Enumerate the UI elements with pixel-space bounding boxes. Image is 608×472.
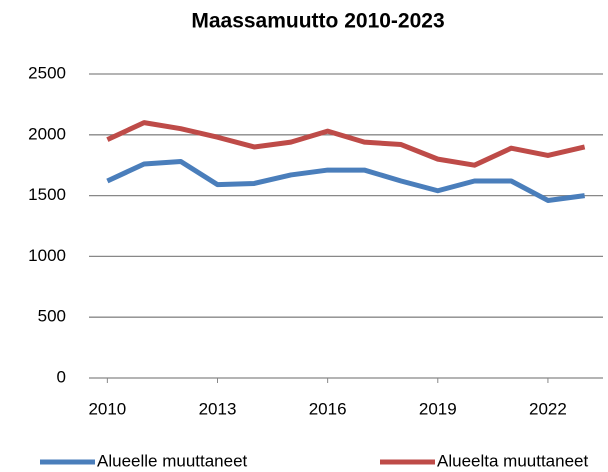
y-tick-label: 0: [57, 367, 66, 386]
series-line: [106, 120, 586, 168]
x-tick-label: 2010: [88, 399, 126, 418]
x-tick-label: 2016: [309, 399, 347, 418]
x-tick-label: 2013: [199, 399, 237, 418]
y-tick-label: 2500: [28, 63, 66, 82]
chart-title: Maassamuutto 2010-2023: [191, 10, 444, 33]
y-tick-label: 1000: [28, 246, 66, 265]
x-tick-label: 2022: [529, 399, 567, 418]
legend-label: Alueelta muuttaneet: [437, 451, 588, 470]
series-line: [106, 159, 585, 203]
y-tick-label: 2000: [28, 124, 66, 143]
x-tick-label: 2019: [419, 399, 457, 418]
y-tick-label: 500: [38, 307, 66, 326]
legend-label: Alueelle muuttaneet: [97, 451, 248, 470]
y-tick-label: 1500: [28, 185, 66, 204]
